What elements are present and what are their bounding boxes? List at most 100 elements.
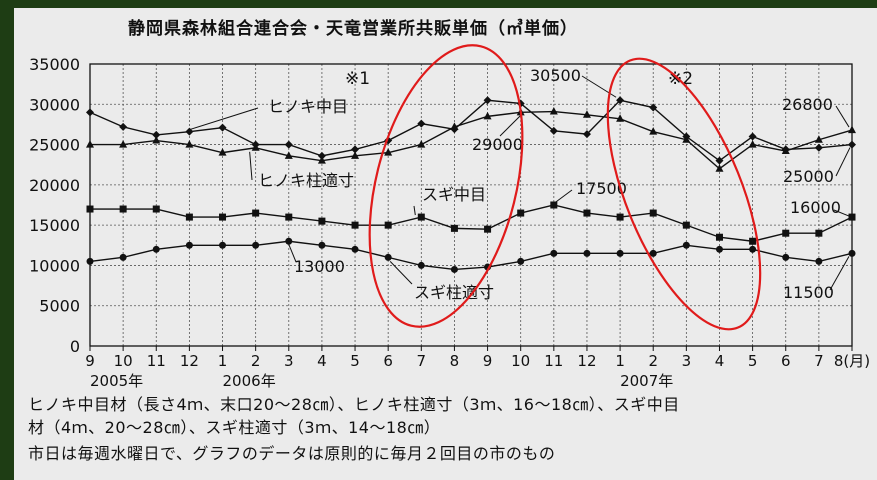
data-point <box>749 245 757 253</box>
data-point <box>715 245 723 253</box>
y-tick-label: 5000 <box>39 297 80 316</box>
data-point <box>119 140 128 148</box>
x-tick-label: 4 <box>715 352 725 370</box>
x-tick-label: 11 <box>544 352 563 370</box>
leader-line <box>555 189 573 203</box>
data-point <box>848 213 856 221</box>
data-point <box>483 111 492 120</box>
data-point <box>815 229 823 237</box>
data-point <box>549 107 558 115</box>
y-tick-label: 20000 <box>29 176 80 195</box>
value-label: 13000 <box>294 257 345 276</box>
x-tick-label: 12 <box>577 352 596 370</box>
data-point <box>317 156 326 164</box>
data-point <box>814 135 823 143</box>
data-point <box>219 213 227 221</box>
data-point <box>119 253 127 261</box>
data-point <box>583 209 591 217</box>
value-label: 16000 <box>790 198 841 217</box>
leader-line <box>249 151 253 181</box>
x-tick-label: 6 <box>781 352 791 370</box>
year-label: 2006年 <box>223 372 276 390</box>
highlight-ellipse-1 <box>368 44 524 328</box>
data-point <box>285 213 293 221</box>
leader-line <box>829 256 850 291</box>
data-point <box>748 140 757 148</box>
data-point <box>782 253 790 261</box>
data-point <box>748 132 757 141</box>
data-point <box>119 122 128 131</box>
data-point <box>517 209 525 217</box>
x-tick-label: 5 <box>748 352 758 370</box>
data-point <box>582 130 591 139</box>
data-point <box>86 205 94 213</box>
data-point <box>848 249 856 257</box>
year-label: 2007年 <box>620 372 673 390</box>
data-point <box>417 213 425 221</box>
data-point <box>219 241 227 249</box>
data-point <box>152 136 161 144</box>
value-label: 29000 <box>472 135 523 154</box>
chart-panel <box>14 8 877 480</box>
data-point <box>582 110 591 118</box>
data-point <box>351 151 360 159</box>
data-point <box>781 146 790 155</box>
leader-line <box>833 209 850 217</box>
y-tick-label: 0 <box>70 337 80 356</box>
data-point <box>549 126 558 135</box>
data-point <box>715 156 724 165</box>
data-point <box>252 209 260 217</box>
x-tick-label: 3 <box>682 352 692 370</box>
data-point <box>152 205 160 213</box>
x-tick-label: 10 <box>511 352 530 370</box>
leader-line <box>189 107 259 131</box>
series-line <box>89 99 853 162</box>
data-point <box>749 237 757 245</box>
value-label: 26800 <box>782 95 833 114</box>
highlight-ellipse-2 <box>606 57 762 331</box>
series-label: スギ中目 <box>422 185 486 204</box>
x-tick-label: 7 <box>417 352 427 370</box>
data-point <box>550 201 558 209</box>
y-tick-label: 30000 <box>29 95 80 114</box>
data-point <box>185 127 194 136</box>
x-tick-label: 9 <box>483 352 493 370</box>
y-tick-label: 25000 <box>29 136 80 155</box>
y-tick-label: 10000 <box>29 256 80 275</box>
data-point <box>384 148 393 156</box>
value-label: 25000 <box>783 167 834 186</box>
data-point <box>86 257 94 265</box>
data-point <box>318 217 326 225</box>
x-tick-label: 4 <box>317 352 327 370</box>
data-point <box>351 145 360 154</box>
series-line <box>90 204 853 242</box>
value-label: 17500 <box>576 179 627 198</box>
data-point <box>848 125 856 134</box>
series-label: ヒノキ柱適寸 <box>258 171 354 190</box>
data-point <box>284 151 293 159</box>
data-point <box>848 140 856 149</box>
leader-line <box>499 114 522 137</box>
value-label: 11500 <box>783 283 834 302</box>
data-point <box>185 241 193 249</box>
data-point <box>649 209 657 217</box>
series-line <box>90 110 853 170</box>
series-line <box>89 240 853 271</box>
data-point <box>450 122 459 130</box>
data-point <box>417 261 425 269</box>
x-tick-label: 5 <box>350 352 360 370</box>
data-point <box>152 130 161 139</box>
data-point <box>450 224 458 232</box>
data-point <box>649 127 658 135</box>
leader-line <box>835 105 850 128</box>
leader-line <box>288 244 297 263</box>
data-point <box>417 140 426 148</box>
data-point <box>550 249 558 257</box>
data-point <box>284 140 293 149</box>
data-point <box>583 249 591 257</box>
x-tick-label: 10 <box>114 352 133 370</box>
series-label: ヒノキ中目 <box>268 97 348 116</box>
x-tick-label: 1 <box>615 352 625 370</box>
data-point <box>715 164 724 172</box>
data-point <box>86 140 94 148</box>
